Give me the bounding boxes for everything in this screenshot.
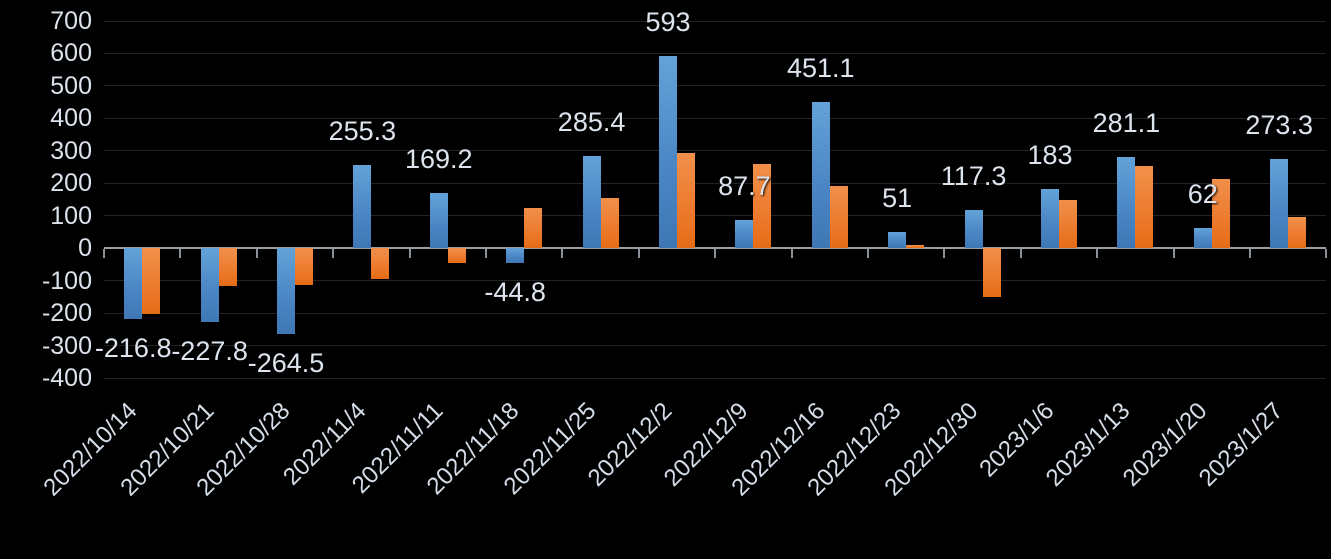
bar-series-2-orange[interactable] [600,197,619,249]
bar-series-1-blue[interactable] [811,101,830,249]
x-axis-tick [561,249,564,259]
data-label: 593 [645,6,691,37]
data-label: 87.7 [718,170,771,201]
data-label: 281.1 [1092,107,1161,138]
x-axis-tick [637,249,640,259]
y-gridline [104,150,1327,152]
bar-series-2-orange[interactable] [1059,200,1077,249]
data-label: 117.3 [940,161,1007,192]
y-axis-tick-label: -200 [41,299,92,328]
x-axis-tick [1249,249,1251,259]
x-axis-tick [255,249,258,259]
x-axis-tick [714,249,717,259]
data-label: 451.1 [787,52,855,83]
bar-series-1-blue[interactable] [124,248,143,319]
y-axis-tick-label: -100 [41,266,92,295]
y-gridline [104,280,1327,282]
bar-series-1-blue[interactable] [582,155,601,249]
bar-series-2-orange[interactable] [1211,178,1230,249]
bar-series-2-orange[interactable] [1288,216,1307,249]
bar-series-2-orange[interactable] [371,248,390,280]
data-label: 169.2 [405,144,473,175]
x-axis-tick [790,249,793,259]
y-axis-tick-label: 400 [50,104,92,133]
bar-series-1-blue[interactable] [735,219,754,249]
data-label: -264.5 [247,348,325,379]
bar-series-2-orange[interactable] [142,248,161,314]
bar-series-1-blue[interactable] [1117,156,1136,249]
y-gridline [104,377,1327,379]
x-axis-tick [485,249,487,259]
bar-series-2-orange[interactable] [829,186,848,249]
y-axis-tick-label: -300 [41,331,92,360]
bar-series-2-orange[interactable] [753,164,772,249]
bar-series-2-orange[interactable] [982,248,1001,297]
bar-series-1-blue[interactable] [1270,159,1289,249]
bar-series-1-blue[interactable] [964,210,983,249]
data-label: -216.8 [94,332,172,363]
x-axis-tick [1019,249,1022,259]
y-axis-tick-label: -400 [41,364,92,392]
bar-series-2-orange[interactable] [447,248,466,264]
y-axis-tick-label: 300 [50,136,92,165]
y-axis-tick-label: 0 [78,234,92,263]
y-axis-tick-label: 200 [50,169,92,198]
bar-series-1-blue[interactable] [506,248,525,263]
bar-series-2-orange[interactable] [677,152,695,249]
y-axis-tick-label: 100 [50,201,92,230]
bar-series-1-blue[interactable] [659,55,677,249]
data-label: 255.3 [328,116,397,147]
bar-series-1-blue[interactable] [1041,188,1059,249]
bar-series-2-orange[interactable] [524,208,543,249]
x-axis-tick [103,249,105,259]
x-axis-tick [1172,249,1175,259]
x-axis-tick [332,249,335,259]
y-gridline [104,182,1327,184]
bar-series-1-blue[interactable] [277,248,295,334]
data-label: 62 [1187,179,1218,210]
x-axis-tick [1096,249,1099,259]
y-gridline [104,312,1327,314]
x-axis-tick [408,249,411,259]
y-gridline [104,20,1327,22]
data-label: -227.8 [171,336,248,367]
data-label: 285.4 [557,106,626,137]
data-label: 51 [882,182,913,213]
bar-series-1-blue[interactable] [888,231,907,249]
data-label: -44.8 [484,276,546,307]
x-axis-tick [179,249,182,259]
bar-series-1-blue[interactable] [429,193,448,249]
data-label: 183 [1027,139,1073,170]
x-axis-line [104,247,1327,250]
bar-series-1-blue[interactable] [1193,228,1212,249]
y-gridline [104,52,1327,54]
x-axis-tick [1325,249,1328,259]
y-gridline [104,345,1327,347]
bar-series-1-blue[interactable] [353,165,372,249]
bar-series-1-blue[interactable] [200,248,219,323]
y-gridline [104,85,1327,87]
y-gridline [104,117,1327,119]
y-axis-tick-label: 500 [50,71,92,100]
y-gridline [104,215,1327,217]
bar-series-2-orange[interactable] [295,248,313,286]
y-axis-tick-label: 600 [50,39,92,68]
data-label: 273.3 [1245,110,1313,141]
y-axis-tick-label: 700 [50,7,92,35]
bar-series-2-orange[interactable] [1135,166,1154,249]
x-axis-tick [867,249,869,259]
bar-series-2-orange[interactable] [906,244,925,249]
bar-series-2-orange[interactable] [218,248,237,287]
x-axis-tick [943,249,946,259]
